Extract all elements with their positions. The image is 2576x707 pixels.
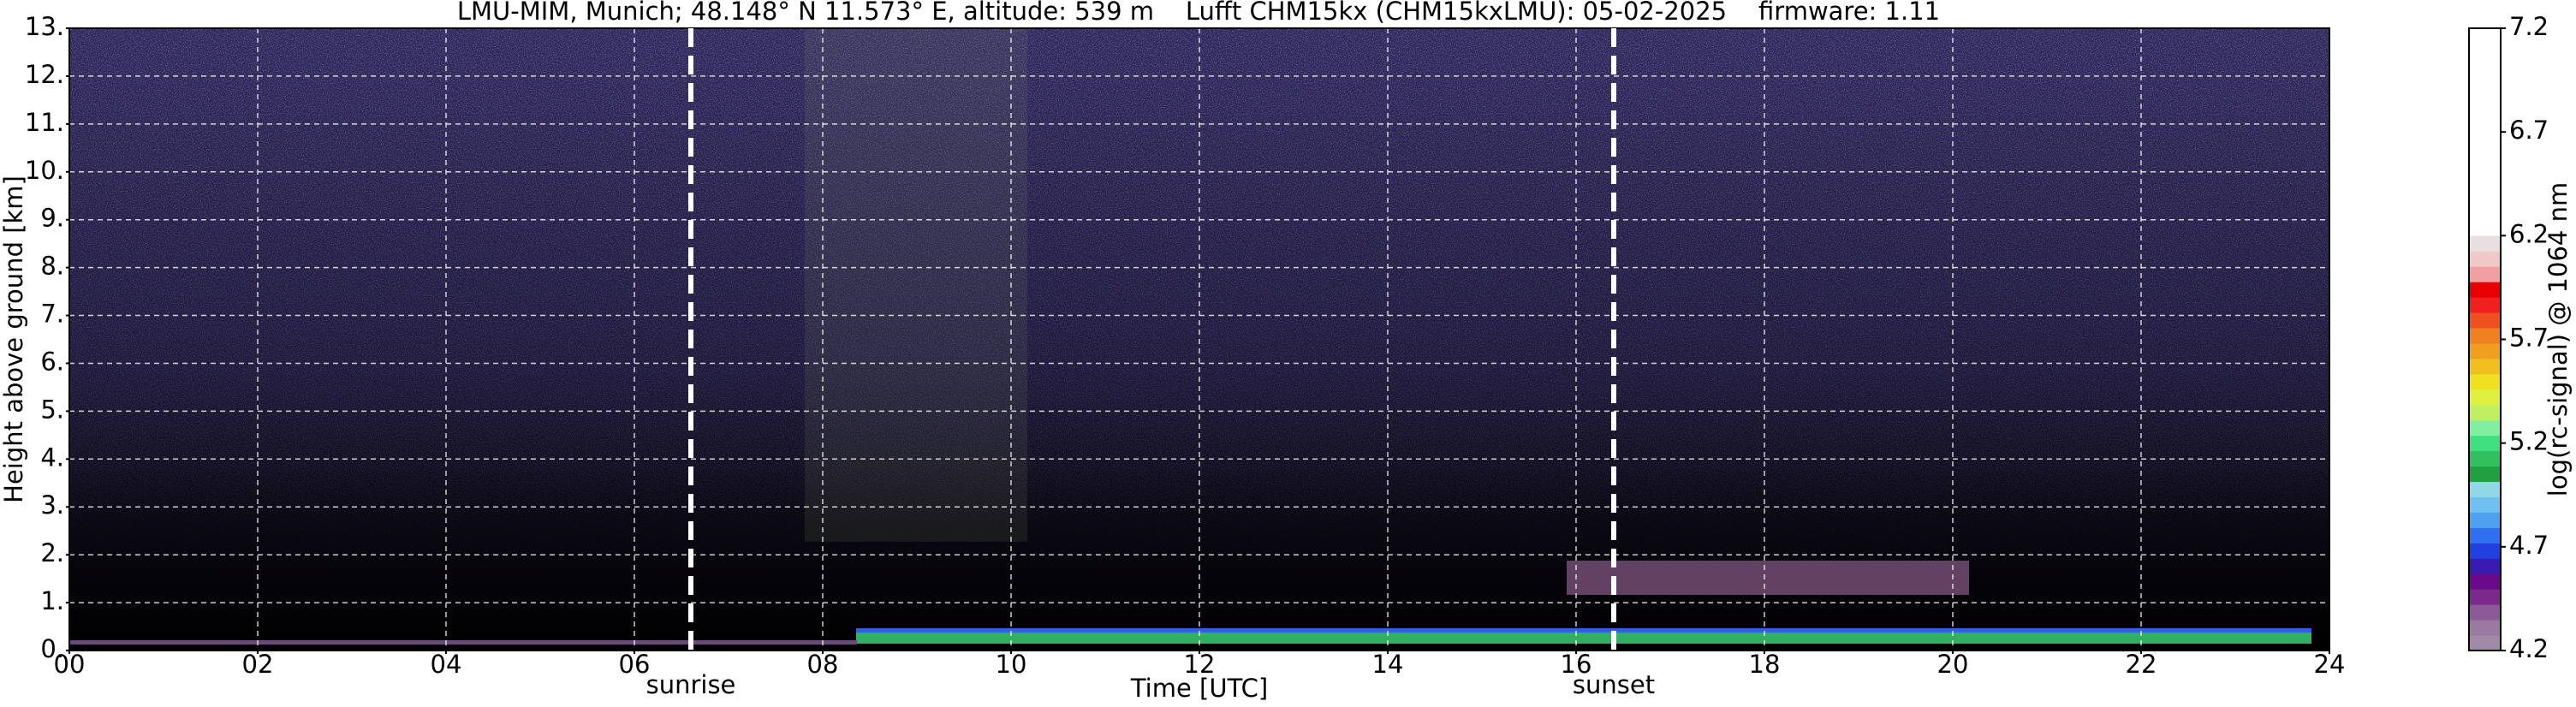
x-tick-label: 00: [54, 650, 86, 679]
x-tick-label: 16: [1561, 650, 1592, 679]
x-tick-label: 14: [1372, 650, 1404, 679]
colorbar-segment: [2469, 312, 2501, 329]
y-tick-label: 5.: [40, 395, 64, 424]
colorbar-segment: [2469, 589, 2501, 605]
y-tick-label: 9.: [40, 204, 64, 233]
colorbar-label: log(rc-signal) @ 1064 nm: [2543, 182, 2573, 496]
x-tick-label: 02: [242, 650, 274, 679]
colorbar-tick-label: 5.2: [2509, 427, 2549, 456]
colorbar-segment: [2469, 604, 2501, 621]
event-label: sunrise: [646, 670, 736, 699]
colorbar-segment: [2469, 481, 2501, 497]
colorbar-segment: [2469, 328, 2501, 344]
colorbar-segment: [2469, 435, 2501, 452]
x-axis-label: Time [UTC]: [1130, 674, 1268, 703]
colorbar-tick-label: 4.2: [2509, 634, 2549, 663]
colorbar-segment: [2469, 620, 2501, 636]
colorbar-tick-label: 7.2: [2509, 12, 2549, 41]
colorbar-segment: [2469, 297, 2501, 313]
colorbar-segment: [2469, 389, 2501, 406]
colorbar-segment: [2469, 450, 2501, 467]
colorbar-segment: [2469, 496, 2501, 513]
boundary-layer: [856, 632, 2311, 644]
y-tick-label: 6.: [40, 347, 64, 376]
colorbar-tick-label: 4.7: [2509, 531, 2549, 560]
x-tick-label: 04: [431, 650, 462, 679]
y-tick-label: 10.: [25, 156, 64, 185]
x-tick-label: 06: [619, 650, 651, 679]
event-label: sunset: [1573, 670, 1655, 699]
y-tick-label: 12.: [25, 60, 64, 89]
x-tick-label: 22: [2126, 650, 2157, 679]
y-axis-label: Height above ground [km]: [0, 175, 28, 503]
colorbar-segment: [2469, 527, 2501, 544]
plot-frame: [68, 27, 2330, 651]
colorbar-segment: [2469, 358, 2501, 375]
x-tick-label: 12: [1184, 650, 1216, 679]
colorbar-segment: [2469, 573, 2501, 590]
colorbar-segment: [2469, 342, 2501, 359]
y-tick-label: 0.: [40, 634, 64, 663]
colorbar-tick-label: 6.2: [2509, 219, 2549, 248]
colorbar-segment: [2469, 235, 2501, 252]
colorbar-segment: [2469, 266, 2501, 282]
x-tick-label: 10: [996, 650, 1027, 679]
colorbar-segment: [2469, 512, 2501, 528]
aerosol-layer: [1567, 561, 1969, 595]
colorbar-segment: [2469, 251, 2501, 267]
colorbar-segment: [2469, 635, 2501, 651]
daylight-noise: [805, 28, 1027, 542]
colorbar-segment: [2469, 419, 2501, 437]
x-tick-label: 20: [1937, 650, 1969, 679]
near-ground-signal: [69, 640, 857, 645]
colorbar-tick-label: 5.7: [2509, 324, 2549, 353]
y-tick-label: 7.: [40, 300, 64, 329]
colorbar-segment: [2469, 466, 2501, 483]
x-tick-label: 08: [807, 650, 839, 679]
y-tick-label: 8.: [40, 252, 64, 281]
colorbar-segment: [2469, 543, 2501, 559]
x-tick-label: 18: [1749, 650, 1781, 679]
y-tick-label: 13.: [25, 12, 64, 41]
y-tick-label: 2.: [40, 538, 64, 567]
colorbar-segment: [2469, 404, 2501, 421]
y-tick-label: 4.: [40, 443, 64, 472]
x-tick-label: 24: [2314, 650, 2346, 679]
colorbar-segment: [2469, 282, 2501, 298]
chart-title: LMU-MIM, Munich; 48.148° N 11.573° E, al…: [457, 0, 1940, 26]
y-tick-label: 11.: [25, 108, 64, 137]
y-tick-label: 3.: [40, 490, 64, 520]
colorbar-segment: [2469, 373, 2501, 390]
y-tick-label: 1.: [40, 586, 64, 615]
colorbar-over: [2469, 28, 2501, 236]
boundary-layer-top: [856, 628, 2311, 633]
colorbar-tick-label: 6.7: [2509, 116, 2549, 145]
colorbar-segment: [2469, 558, 2501, 574]
